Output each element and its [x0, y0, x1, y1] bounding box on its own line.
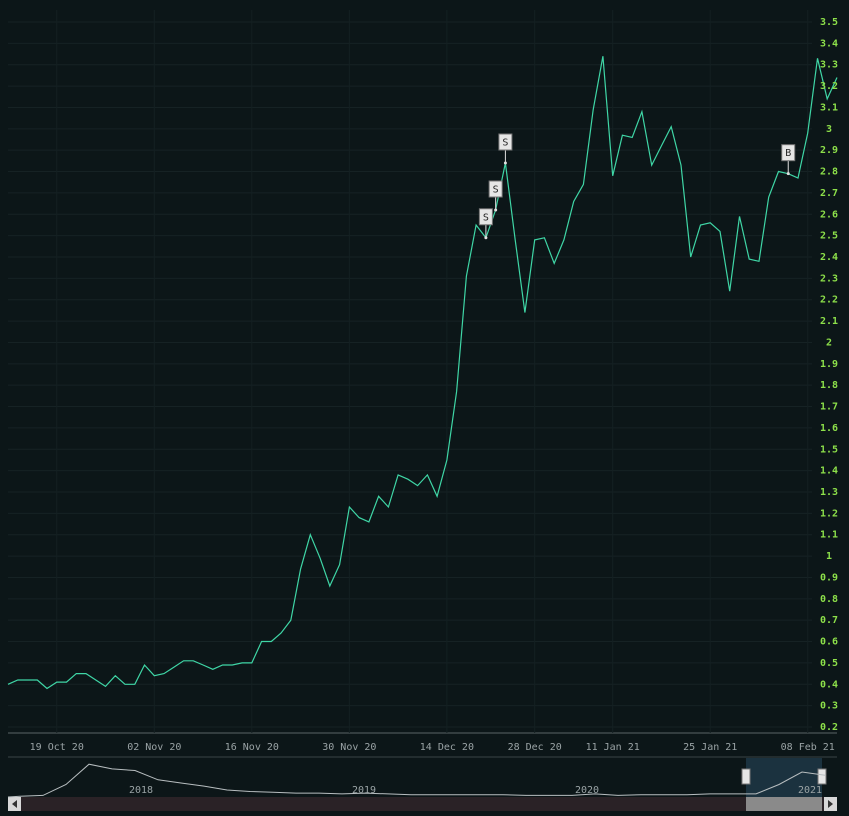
navigator-window[interactable] — [746, 758, 822, 797]
scrollbar-track[interactable] — [8, 797, 837, 811]
y-tick-label: 2.4 — [820, 252, 838, 263]
x-tick-label: 14 Dec 20 — [420, 742, 474, 753]
trade-flag — [488, 180, 503, 198]
y-tick-label: 2.1 — [820, 316, 838, 327]
y-tick-label: 1.1 — [820, 530, 838, 541]
y-tick-label: 2.3 — [820, 273, 838, 284]
y-tick-label: 1.9 — [820, 359, 838, 370]
scrollbar-thumb[interactable] — [746, 797, 822, 811]
scroll-right-arrow — [828, 800, 833, 808]
navigator-handle-left[interactable] — [741, 768, 751, 785]
navigator-label: 2021 — [798, 785, 822, 796]
grid — [8, 10, 812, 733]
x-tick-label: 30 Nov 20 — [322, 742, 376, 753]
y-tick-label: 3.5 — [820, 17, 838, 28]
flag-point — [494, 208, 498, 212]
x-tick-label: 08 Feb 21 — [781, 742, 835, 753]
trade-flag-label: S — [502, 138, 508, 149]
x-tick-label: 11 Jan 21 — [586, 742, 640, 753]
y-tick-label: 1.3 — [820, 487, 838, 498]
trade-flag-label: S — [483, 212, 489, 223]
navigator-label: 2019 — [352, 785, 376, 796]
navigator-line — [7, 763, 826, 798]
price-line — [7, 56, 838, 690]
y-tick-label: 1.6 — [820, 423, 838, 434]
y-tick-label: 2.9 — [820, 145, 838, 156]
y-tick-label: 1.8 — [820, 380, 838, 391]
y-tick-label: 3.4 — [820, 38, 838, 49]
y-tick-label: 3 — [826, 124, 832, 135]
x-tick-label: 25 Jan 21 — [683, 742, 737, 753]
trade-flag — [478, 208, 493, 226]
y-tick-label: 3.2 — [820, 81, 838, 92]
y-tick-label: 2 — [826, 337, 832, 348]
x-tick-label: 16 Nov 20 — [225, 742, 279, 753]
y-tick-label: 1 — [826, 551, 832, 562]
trade-flag — [781, 144, 796, 162]
trade-flag-label: B — [785, 148, 791, 159]
scroll-left-arrow — [12, 800, 17, 808]
flag-point — [484, 236, 488, 240]
navigator-label: 2020 — [575, 785, 599, 796]
y-tick-label: 0.6 — [820, 637, 838, 648]
x-tick-label: 19 Oct 20 — [30, 742, 84, 753]
y-tick-label: 0.3 — [820, 701, 838, 712]
plot: S S S B — [7, 56, 838, 690]
y-tick-label: 2.2 — [820, 295, 838, 306]
y-tick-label: 3.1 — [820, 102, 838, 113]
x-tick-label: 02 Nov 20 — [127, 742, 181, 753]
flag-point — [503, 161, 507, 165]
x-tick-label: 28 Dec 20 — [508, 742, 562, 753]
y-tick-label: 2.6 — [820, 209, 838, 220]
y-tick-label: 0.8 — [820, 594, 838, 605]
y-tick-label: 0.4 — [820, 679, 838, 690]
y-tick-label: 3.3 — [820, 60, 838, 71]
y-tick-label: 0.9 — [820, 572, 838, 583]
y-tick-label: 2.7 — [820, 188, 838, 199]
flag-point — [786, 172, 790, 176]
trade-flag-label: S — [493, 185, 499, 196]
y-tick-label: 0.5 — [820, 658, 838, 669]
y-tick-label: 1.4 — [820, 466, 838, 477]
y-tick-label: 0.7 — [820, 615, 838, 626]
trade-flag — [498, 133, 513, 151]
y-tick-label: 2.5 — [820, 231, 838, 242]
y-tick-label: 2.8 — [820, 167, 838, 178]
y-tick-label: 1.2 — [820, 508, 838, 519]
y-tick-label: 1.7 — [820, 402, 838, 413]
y-tick-label: 1.5 — [820, 444, 838, 455]
y-tick-label: 0.2 — [820, 722, 838, 733]
navigator-handle-right[interactable] — [817, 768, 827, 785]
navigator-label: 2018 — [129, 785, 153, 796]
